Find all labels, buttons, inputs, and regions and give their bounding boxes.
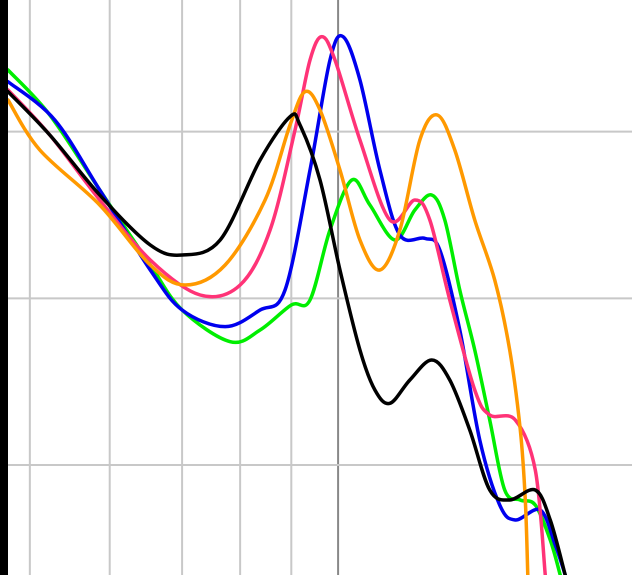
left-border xyxy=(0,0,8,575)
series-line-1 xyxy=(6,34,567,575)
series-line-4 xyxy=(6,89,567,575)
series-lines xyxy=(6,34,567,575)
series-line-3 xyxy=(6,89,530,575)
series-line-2 xyxy=(6,34,548,575)
